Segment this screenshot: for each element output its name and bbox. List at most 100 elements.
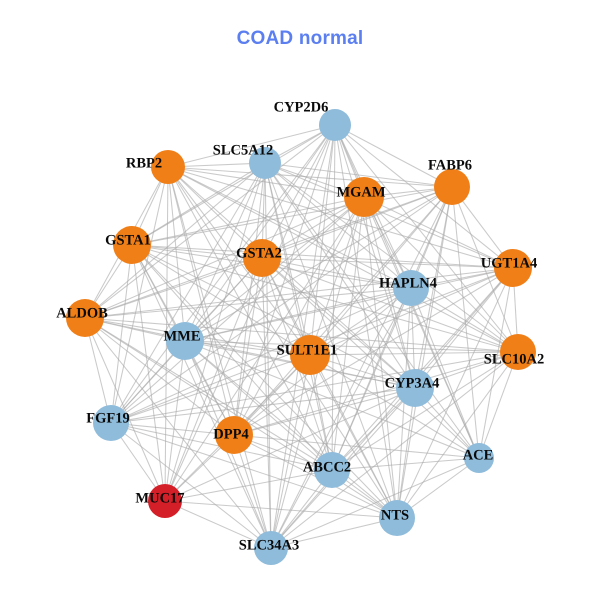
graph-edge [233,434,272,549]
graph-edge [131,244,166,502]
graph-edge [264,162,514,269]
graph-edge [270,287,412,549]
graph-edge [309,186,453,356]
edge-layer [84,124,519,549]
graph-edge [264,162,416,389]
graph-edge [131,196,365,246]
graph-edge [396,387,416,519]
graph-edge [84,267,514,319]
graph-edge [264,162,480,459]
graph-edge [167,166,235,436]
graph-edge [309,354,480,459]
graph-edge [396,186,453,519]
graph-node-gsta2[interactable] [243,239,281,277]
graph-edge [131,244,311,356]
graph-edge [363,196,514,269]
graph-edge [167,124,336,168]
graph-node-slc34a3[interactable] [254,531,288,565]
graph-edge [309,124,336,356]
graph-node-abcc2[interactable] [314,452,350,488]
graph-edge [363,196,480,459]
graph-node-fabp6[interactable] [434,169,470,205]
graph-edge [84,317,333,471]
graph-edge [264,162,453,188]
graph-edge [164,166,169,502]
graph-edge [164,469,333,502]
graph-node-rbp2[interactable] [151,150,185,184]
graph-edge [167,166,453,188]
graph-edge [164,257,263,502]
graph-edge [164,500,272,549]
graph-edge [131,244,272,549]
graph-edge [167,166,365,198]
graph-edge [261,257,416,389]
graph-edge [264,162,519,353]
graph-edge [451,186,519,353]
graph-edge [261,257,480,459]
graph-node-cyp3a4[interactable] [396,369,434,407]
graph-node-ugt1a4[interactable] [494,249,532,287]
graph-edge [131,244,416,389]
graph-edge [110,422,235,436]
graph-edge [110,387,416,424]
graph-edge [131,244,514,269]
graph-node-dpp4[interactable] [215,416,253,454]
graph-node-sult1e1[interactable] [290,335,330,375]
graph-edge [84,124,336,319]
graph-edge [110,422,272,549]
graph-node-nts[interactable] [379,500,415,536]
graph-edge [331,457,480,471]
graph-edge [233,387,416,436]
graph-edge [167,166,412,289]
graph-edge [84,317,519,353]
graph-edge [233,257,263,436]
graph-edge [261,257,514,269]
graph-node-slc5a12[interactable] [249,147,281,179]
graph-edge [414,186,453,389]
graph-node-fgf19[interactable] [93,405,129,441]
graph-edge [184,124,336,342]
graph-edge [334,124,453,188]
graph-edge [396,267,514,519]
graph-node-hapln4[interactable] [393,270,429,306]
graph-edge [84,257,263,319]
graph-edge [270,517,398,549]
graph-edge [131,186,453,246]
graph-edge [261,257,398,519]
graph-edge [184,267,514,342]
graph-edge [478,267,514,459]
graph-edge [309,351,519,356]
graph-edge [131,244,333,471]
graph-edge [233,351,519,436]
graph-edge [184,162,266,342]
graph-edge [233,267,514,436]
graph-edge [164,162,266,502]
graph-node-aldob[interactable] [66,299,104,337]
graph-edge [110,351,519,424]
graph-edge [184,340,398,519]
graph-edge [264,162,412,289]
graph-node-slc10a2[interactable] [500,334,536,370]
graph-edge [270,354,311,549]
graph-node-mgam[interactable] [344,177,384,217]
graph-edge [164,124,336,502]
graph-edge [164,387,416,502]
node-layer [66,109,536,565]
graph-edge [84,196,365,319]
graph-edge [131,244,398,519]
graph-edge [414,267,514,389]
graph-edge [233,434,480,459]
graph-edge [84,317,166,502]
graph-edge [84,317,235,436]
graph-node-cyp2d6[interactable] [319,109,351,141]
page-title: COAD normal [236,28,364,49]
graph-node-gsta1[interactable] [113,226,151,264]
graph-edge [110,244,133,424]
graph-node-mme[interactable] [166,322,204,360]
graph-node-ace[interactable] [464,443,494,473]
graph-edge [167,166,263,259]
graph-edge [184,340,480,459]
graph-node-muc17[interactable] [148,484,182,518]
